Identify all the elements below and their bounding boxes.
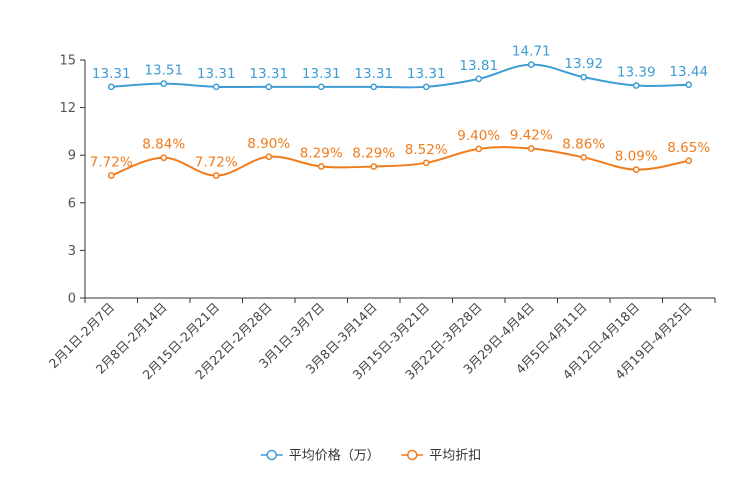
series-1-data-label: 7.72% [195,155,238,171]
series-1-data-label: 8.86% [562,136,605,152]
series-0-data-label: 13.31 [92,66,131,82]
series-1-point[interactable] [580,154,588,161]
axes [84,60,715,299]
series-1-point[interactable] [160,154,168,162]
series-1-data-label: 9.42% [510,128,553,144]
series-0-point[interactable] [685,81,693,89]
series-1-data-label: 8.29% [352,145,395,161]
series-1-data-label: 8.29% [300,145,343,161]
series-0-data-label: 13.31 [197,66,236,82]
y-tick-label: 15 [59,54,76,69]
series-1-point[interactable] [475,145,483,153]
series-1-point[interactable] [370,163,378,170]
series-1-data-label: 9.40% [457,128,500,144]
series-1-point[interactable] [317,163,325,170]
series-0-point[interactable] [317,83,325,91]
series-0-point[interactable] [265,83,273,91]
series-0-point[interactable] [160,80,168,87]
series-1-data-label: 8.52% [405,142,448,158]
series-1-point[interactable] [265,153,273,161]
legend-item-0[interactable]: 平均价格（万） [260,448,380,464]
y-tick-label: 6 [68,196,76,211]
series-1-point[interactable] [212,172,220,179]
legend-marker-icon [407,449,418,461]
series-0-data-label: 13.39 [617,65,656,81]
series-0-data-label: 13.92 [564,56,603,72]
series-1-point[interactable] [685,157,693,165]
series-0-data-label: 14.71 [512,44,551,60]
legend-marker-icon [266,449,277,461]
series-0-data-label: 13.44 [669,64,708,80]
series-0-point[interactable] [422,83,430,91]
series-line-0 [111,63,689,89]
series-0-point[interactable] [632,82,640,89]
series-0-data-label: 13.31 [354,66,393,82]
legend-item-1[interactable]: 平均折扣 [401,449,481,464]
series-1-data-label: 8.90% [247,136,290,152]
y-tick-label: 9 [68,149,76,164]
legend-label: 平均价格（万） [289,448,380,464]
y-tick-label: 3 [68,244,76,259]
y-tick-label: 0 [68,292,76,307]
data-labels: 13.31 13.51 13.31 13.31 13.31 13.31 13.31 13.81… [90,44,711,171]
series-0-data-label: 13.31 [302,66,341,82]
series-0-point[interactable] [527,61,535,68]
series-1-point[interactable] [107,172,115,179]
series-1-point[interactable] [632,166,640,173]
series-0-data-label: 13.51 [144,63,183,79]
series-0-data-label: 13.31 [249,66,288,82]
series-0-point[interactable] [107,83,115,91]
series-0-data-label: 13.31 [407,66,446,82]
ticks: 036912152月1日-2月7日2月8日-2月14日2月15日-2月21日2月… [46,54,716,382]
series [107,61,693,179]
y-tick-label: 12 [59,101,76,116]
series-1-data-label: 7.72% [90,155,133,171]
series-0-data-label: 13.81 [459,58,498,74]
series-1-data-label: 8.84% [142,137,185,153]
series-line-1 [110,146,689,177]
series-1-data-label: 8.09% [615,149,658,165]
legend[interactable]: 平均价格（万） 平均折扣 [260,448,482,464]
series-1-point[interactable] [527,145,535,152]
series-0-point[interactable] [475,75,483,83]
series-1-data-label: 8.65% [667,140,710,156]
series-0-point[interactable] [212,83,220,91]
series-0-point[interactable] [370,83,378,91]
series-1-point[interactable] [422,159,430,167]
legend-label: 平均折扣 [429,449,481,464]
series-0-point[interactable] [580,73,588,81]
